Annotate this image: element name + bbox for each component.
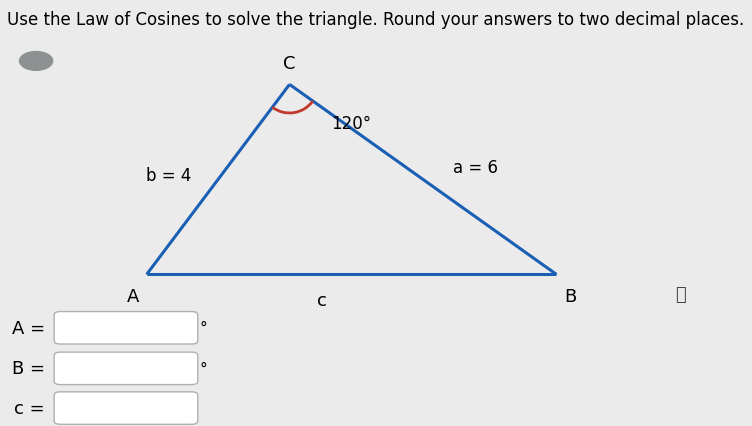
Text: c =: c =: [14, 399, 45, 417]
Text: A =: A =: [12, 319, 45, 337]
Text: b = 4: b = 4: [147, 167, 192, 185]
Text: ⓘ: ⓘ: [675, 285, 686, 303]
Text: c: c: [317, 292, 326, 310]
Text: 120°: 120°: [331, 115, 371, 133]
Text: B =: B =: [12, 360, 45, 377]
Text: B: B: [564, 288, 576, 305]
FancyBboxPatch shape: [54, 352, 198, 385]
Text: °: °: [199, 320, 207, 336]
FancyBboxPatch shape: [54, 392, 198, 424]
Text: Use the Law of Cosines to solve the triangle. Round your answers to two decimal : Use the Law of Cosines to solve the tria…: [8, 11, 744, 29]
Text: C: C: [284, 55, 296, 72]
Text: A: A: [127, 288, 139, 305]
Circle shape: [20, 52, 53, 71]
Text: a = 6: a = 6: [453, 158, 498, 176]
FancyBboxPatch shape: [54, 312, 198, 344]
Text: °: °: [199, 361, 207, 376]
